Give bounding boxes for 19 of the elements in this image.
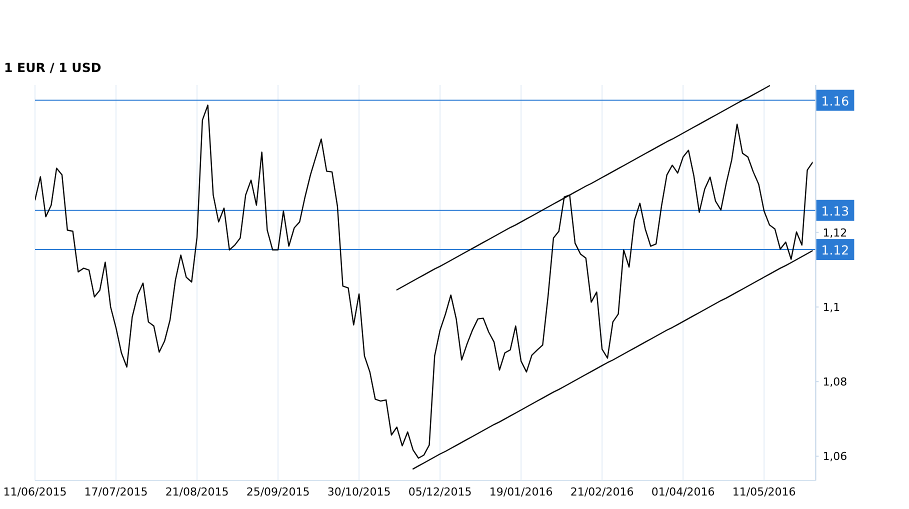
y-tick-label: 1,06 [822, 450, 848, 464]
y-tick-label: 1,08 [822, 376, 848, 389]
ref-line-label: 1.12 [821, 242, 850, 258]
chart-title: 1 EUR / 1 USD [4, 60, 102, 75]
x-tick-label: 25/09/2015 [246, 485, 310, 498]
x-tick-label: 17/07/2015 [84, 485, 148, 498]
line-series [412, 250, 813, 470]
x-tick-label: 19/01/2016 [489, 485, 553, 498]
y-tick-label: 1,1 [822, 300, 840, 314]
x-tick-label: 11/06/2015 [3, 485, 67, 498]
x-tick-label: 21/08/2015 [165, 485, 229, 498]
x-tick-label: 30/10/2015 [327, 485, 391, 498]
ref-line-label: 1.13 [821, 202, 850, 218]
x-tick-label: 11/05/2016 [732, 485, 796, 498]
ref-line-label: 1.16 [821, 92, 850, 108]
y-tick-label: 1,12 [822, 226, 848, 240]
x-tick-label: 05/12/2015 [408, 485, 472, 498]
x-tick-label: 01/04/2016 [651, 485, 715, 498]
x-tick-label: 21/02/2016 [570, 485, 634, 498]
